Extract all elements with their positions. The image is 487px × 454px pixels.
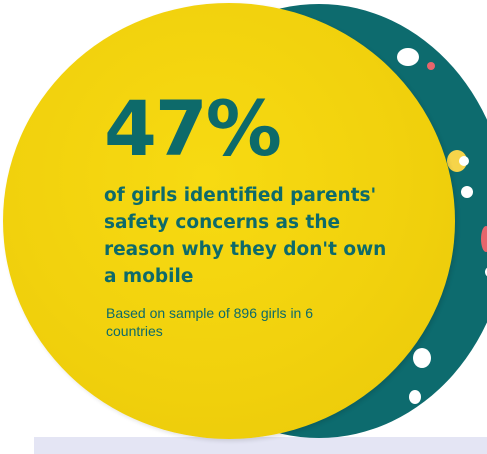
pattern-dot: [429, 402, 437, 410]
pattern-dot: [397, 48, 419, 66]
pattern-dot: [413, 348, 431, 368]
stat-value: 47%: [104, 84, 282, 173]
pattern-dot: [409, 390, 421, 404]
pattern-dot: [461, 186, 473, 198]
background-panel: [34, 437, 487, 454]
pattern-dot: [481, 226, 487, 252]
stat-text-block: 47% of girls identified parents' safety …: [104, 84, 404, 340]
pattern-dot: [485, 266, 487, 278]
pattern-dot: [459, 156, 469, 166]
pattern-dot: [447, 150, 467, 172]
pattern-dot: [427, 62, 435, 70]
stat-headline: of girls identified parents' safety conc…: [104, 185, 387, 287]
sample-note: Based on sample of 896 girls in 6 countr…: [106, 305, 314, 339]
stat-circle: [3, 3, 455, 439]
